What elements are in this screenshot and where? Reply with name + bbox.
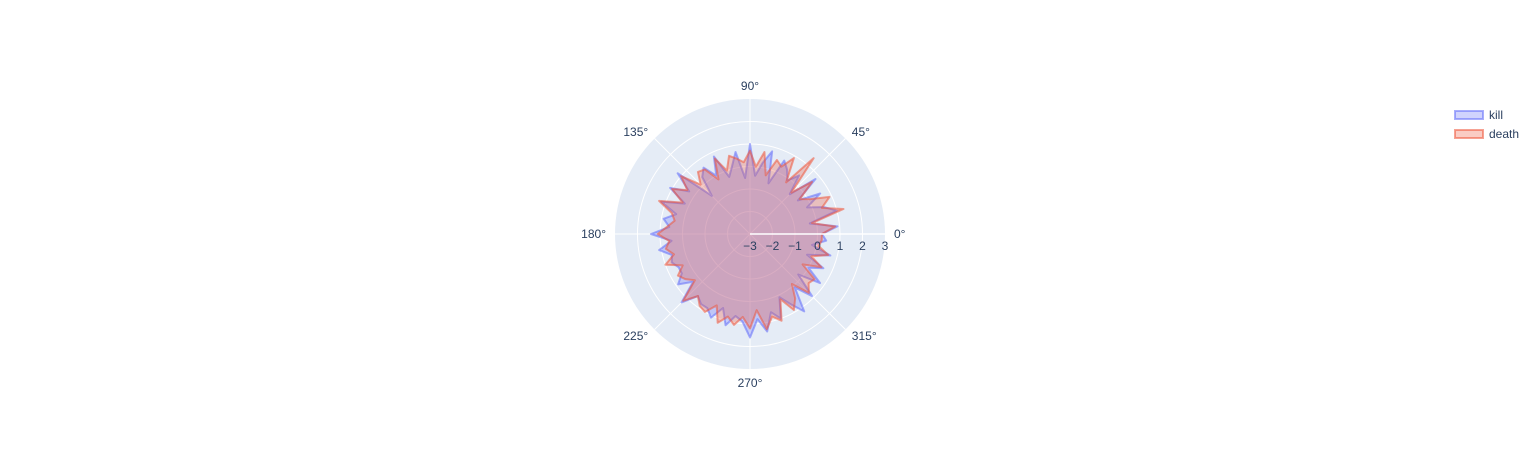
radial-axis-layer: −3 −2 −1 0 1 2 3	[743, 233, 889, 253]
angular-tick-layer: 0° 45° 90° 135° 180° 225° 270° 315°	[581, 79, 906, 390]
angular-tick-label: 0°	[894, 227, 906, 241]
angular-tick-label: 90°	[741, 79, 759, 93]
legend-label-death: death	[1489, 127, 1519, 141]
angular-tick-label: 225°	[623, 329, 648, 343]
legend-swatch-death	[1454, 129, 1484, 139]
angular-tick-label: 270°	[738, 376, 763, 390]
angular-tick-label: 180°	[581, 227, 606, 241]
radial-tick-label: −1	[788, 239, 802, 253]
series-area-kill	[650, 143, 839, 339]
angular-grid-line	[654, 233, 751, 330]
legend[interactable]: kill death	[1454, 108, 1519, 141]
legend-label-kill: kill	[1489, 108, 1503, 122]
radial-tick-label: −3	[743, 239, 757, 253]
radial-tick-label: 1	[837, 239, 844, 253]
angular-tick-label: 45°	[852, 125, 870, 139]
series-layer	[650, 143, 845, 339]
angular-grid-line	[654, 138, 751, 235]
legend-item-kill[interactable]: kill	[1454, 108, 1503, 122]
angular-tick-label: 135°	[623, 125, 648, 139]
series-area-death	[656, 149, 845, 331]
legend-swatch-kill	[1454, 110, 1484, 120]
radial-tick-label: 2	[859, 239, 866, 253]
radial-tick-label: 0	[814, 239, 821, 253]
radial-tick-label: 3	[882, 239, 889, 253]
radial-tick-label: −2	[766, 239, 780, 253]
angular-grid-line	[749, 233, 846, 330]
polar-grid-layer	[615, 99, 885, 369]
angular-tick-label: 315°	[852, 329, 877, 343]
legend-item-death[interactable]: death	[1454, 127, 1519, 141]
angular-grid-line	[749, 138, 846, 235]
